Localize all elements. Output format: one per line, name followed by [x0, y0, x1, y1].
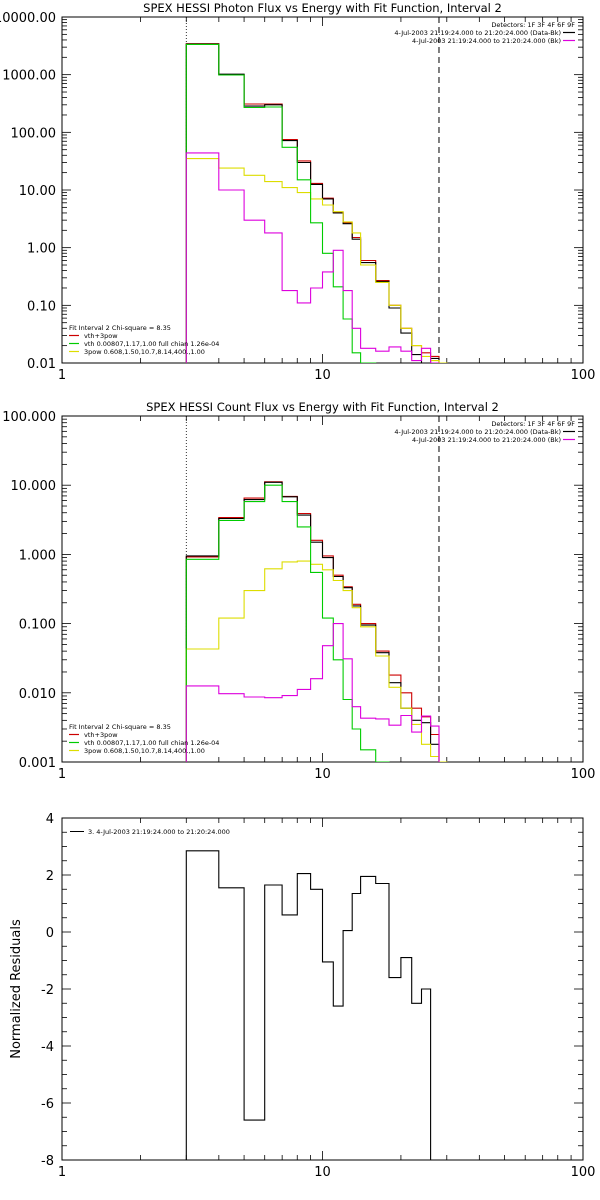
header-legend-line: Detectors: 1F 3F 4F 6F 9F: [491, 420, 575, 428]
y-tick-label: 10000.00: [0, 11, 56, 26]
y-axis-label: Normalized Residuals: [9, 919, 24, 1059]
y-tick-label: 1.000: [19, 548, 56, 563]
chart-panel-3: 1 10 100 -8 -6 -4 -2 0 2 4 Normalized Residuals 3. …: [9, 812, 595, 1180]
x-tick-label: 10: [314, 767, 331, 782]
x-tick-label: 100: [571, 767, 596, 782]
x-tick-label: 10: [314, 368, 331, 383]
data-series-group: [185, 43, 448, 363]
fit-legend-line: vth 0.00807,1.17,1.00 full chian 1.26e-0…: [84, 340, 219, 348]
y-tick-label: 100.000: [2, 410, 56, 425]
chart-title: SPEX HESSI Photon Flux vs Energy with Fi…: [143, 1, 502, 15]
header-legend-line: 4-Jul-2003 21:19:24.000 to 21:20:24.000 …: [412, 37, 561, 45]
plot-frame: [61, 817, 584, 1161]
y-tick-label: 10.000: [11, 479, 57, 494]
x-tick-label: 10: [314, 1165, 331, 1180]
y-tick-label: 4: [46, 812, 54, 827]
series-residuals: [185, 850, 439, 1160]
chart-panel-1: SPEX HESSI Photon Flux vs Energy with Fi…: [0, 1, 595, 383]
y-tick-label: 1.00: [27, 242, 56, 257]
fit-legend-line: vth+3pow: [84, 332, 118, 340]
header-legend-line: Detectors: 1F 3F 4F 6F 9F: [491, 21, 575, 29]
y-tick-label: -8: [41, 1154, 54, 1169]
y-tick-label: 100.00: [11, 126, 57, 141]
y-tick-label: 0: [46, 926, 54, 941]
y-tick-label: -4: [41, 1040, 54, 1055]
x-tick-label: 1: [58, 1165, 66, 1180]
y-tick-label: 0.10: [27, 299, 56, 314]
y-tick-label: 0.001: [19, 756, 56, 771]
chart-title: SPEX HESSI Count Flux vs Energy with Fit…: [146, 400, 499, 414]
x-tick-label: 1: [58, 767, 66, 782]
x-tick-label: 1: [58, 368, 66, 383]
y-tick-label: 0.100: [19, 618, 56, 633]
fit-legend-line: vth 0.00807,1.17,1.00 full chian 1.26e-0…: [84, 739, 219, 747]
fit-legend-title: Fit Interval 2 Chi-square = 8.35: [69, 723, 171, 731]
y-tick-label: 0.01: [27, 357, 56, 372]
fit-legend-line: 3pow 0.608,1.50,10.7,8.14,400.,1.00: [84, 348, 205, 356]
series-bk: [185, 152, 440, 363]
x-tick-label: 100: [571, 1165, 596, 1180]
chart-panel-2: SPEX HESSI Count Flux vs Energy with Fit…: [2, 400, 595, 782]
data-series-group: [185, 481, 448, 762]
series-3pow: [185, 560, 448, 762]
header-legend-line: 4-Jul-2003 21:19:24.000 to 21:20:24.000 …: [412, 436, 561, 444]
y-tick-label: -6: [41, 1097, 54, 1112]
residual-legend-text: 3. 4-Jul-2003 21:19:24.000 to 21:20:24.0…: [88, 828, 230, 836]
fit-legend-title: Fit Interval 2 Chi-square = 8.35: [69, 324, 171, 332]
y-tick-label: 10.00: [19, 184, 56, 199]
series-vth-3pow: [185, 43, 448, 363]
series-bk: [185, 623, 440, 762]
fit-legend-line: 3pow 0.608,1.50,10.7,8.14,400.,1.00: [84, 747, 205, 755]
y-tick-label: 2: [46, 869, 54, 884]
data-series-group: [185, 850, 439, 1160]
fit-legend-line: vth+3pow: [84, 731, 118, 739]
series-vth: [185, 43, 377, 363]
y-tick-label: 0.010: [19, 687, 56, 702]
header-legend-line: 4-Jul-2003 21:19:24.000 to 21:20:24.000 …: [394, 29, 561, 37]
y-tick-label: 1000.00: [2, 69, 56, 84]
series-vth: [185, 484, 390, 762]
header-legend-line: 4-Jul-2003 21:19:24.000 to 21:20:24.000 …: [394, 428, 561, 436]
y-tick-label: -2: [41, 983, 54, 998]
x-tick-label: 100: [571, 368, 596, 383]
